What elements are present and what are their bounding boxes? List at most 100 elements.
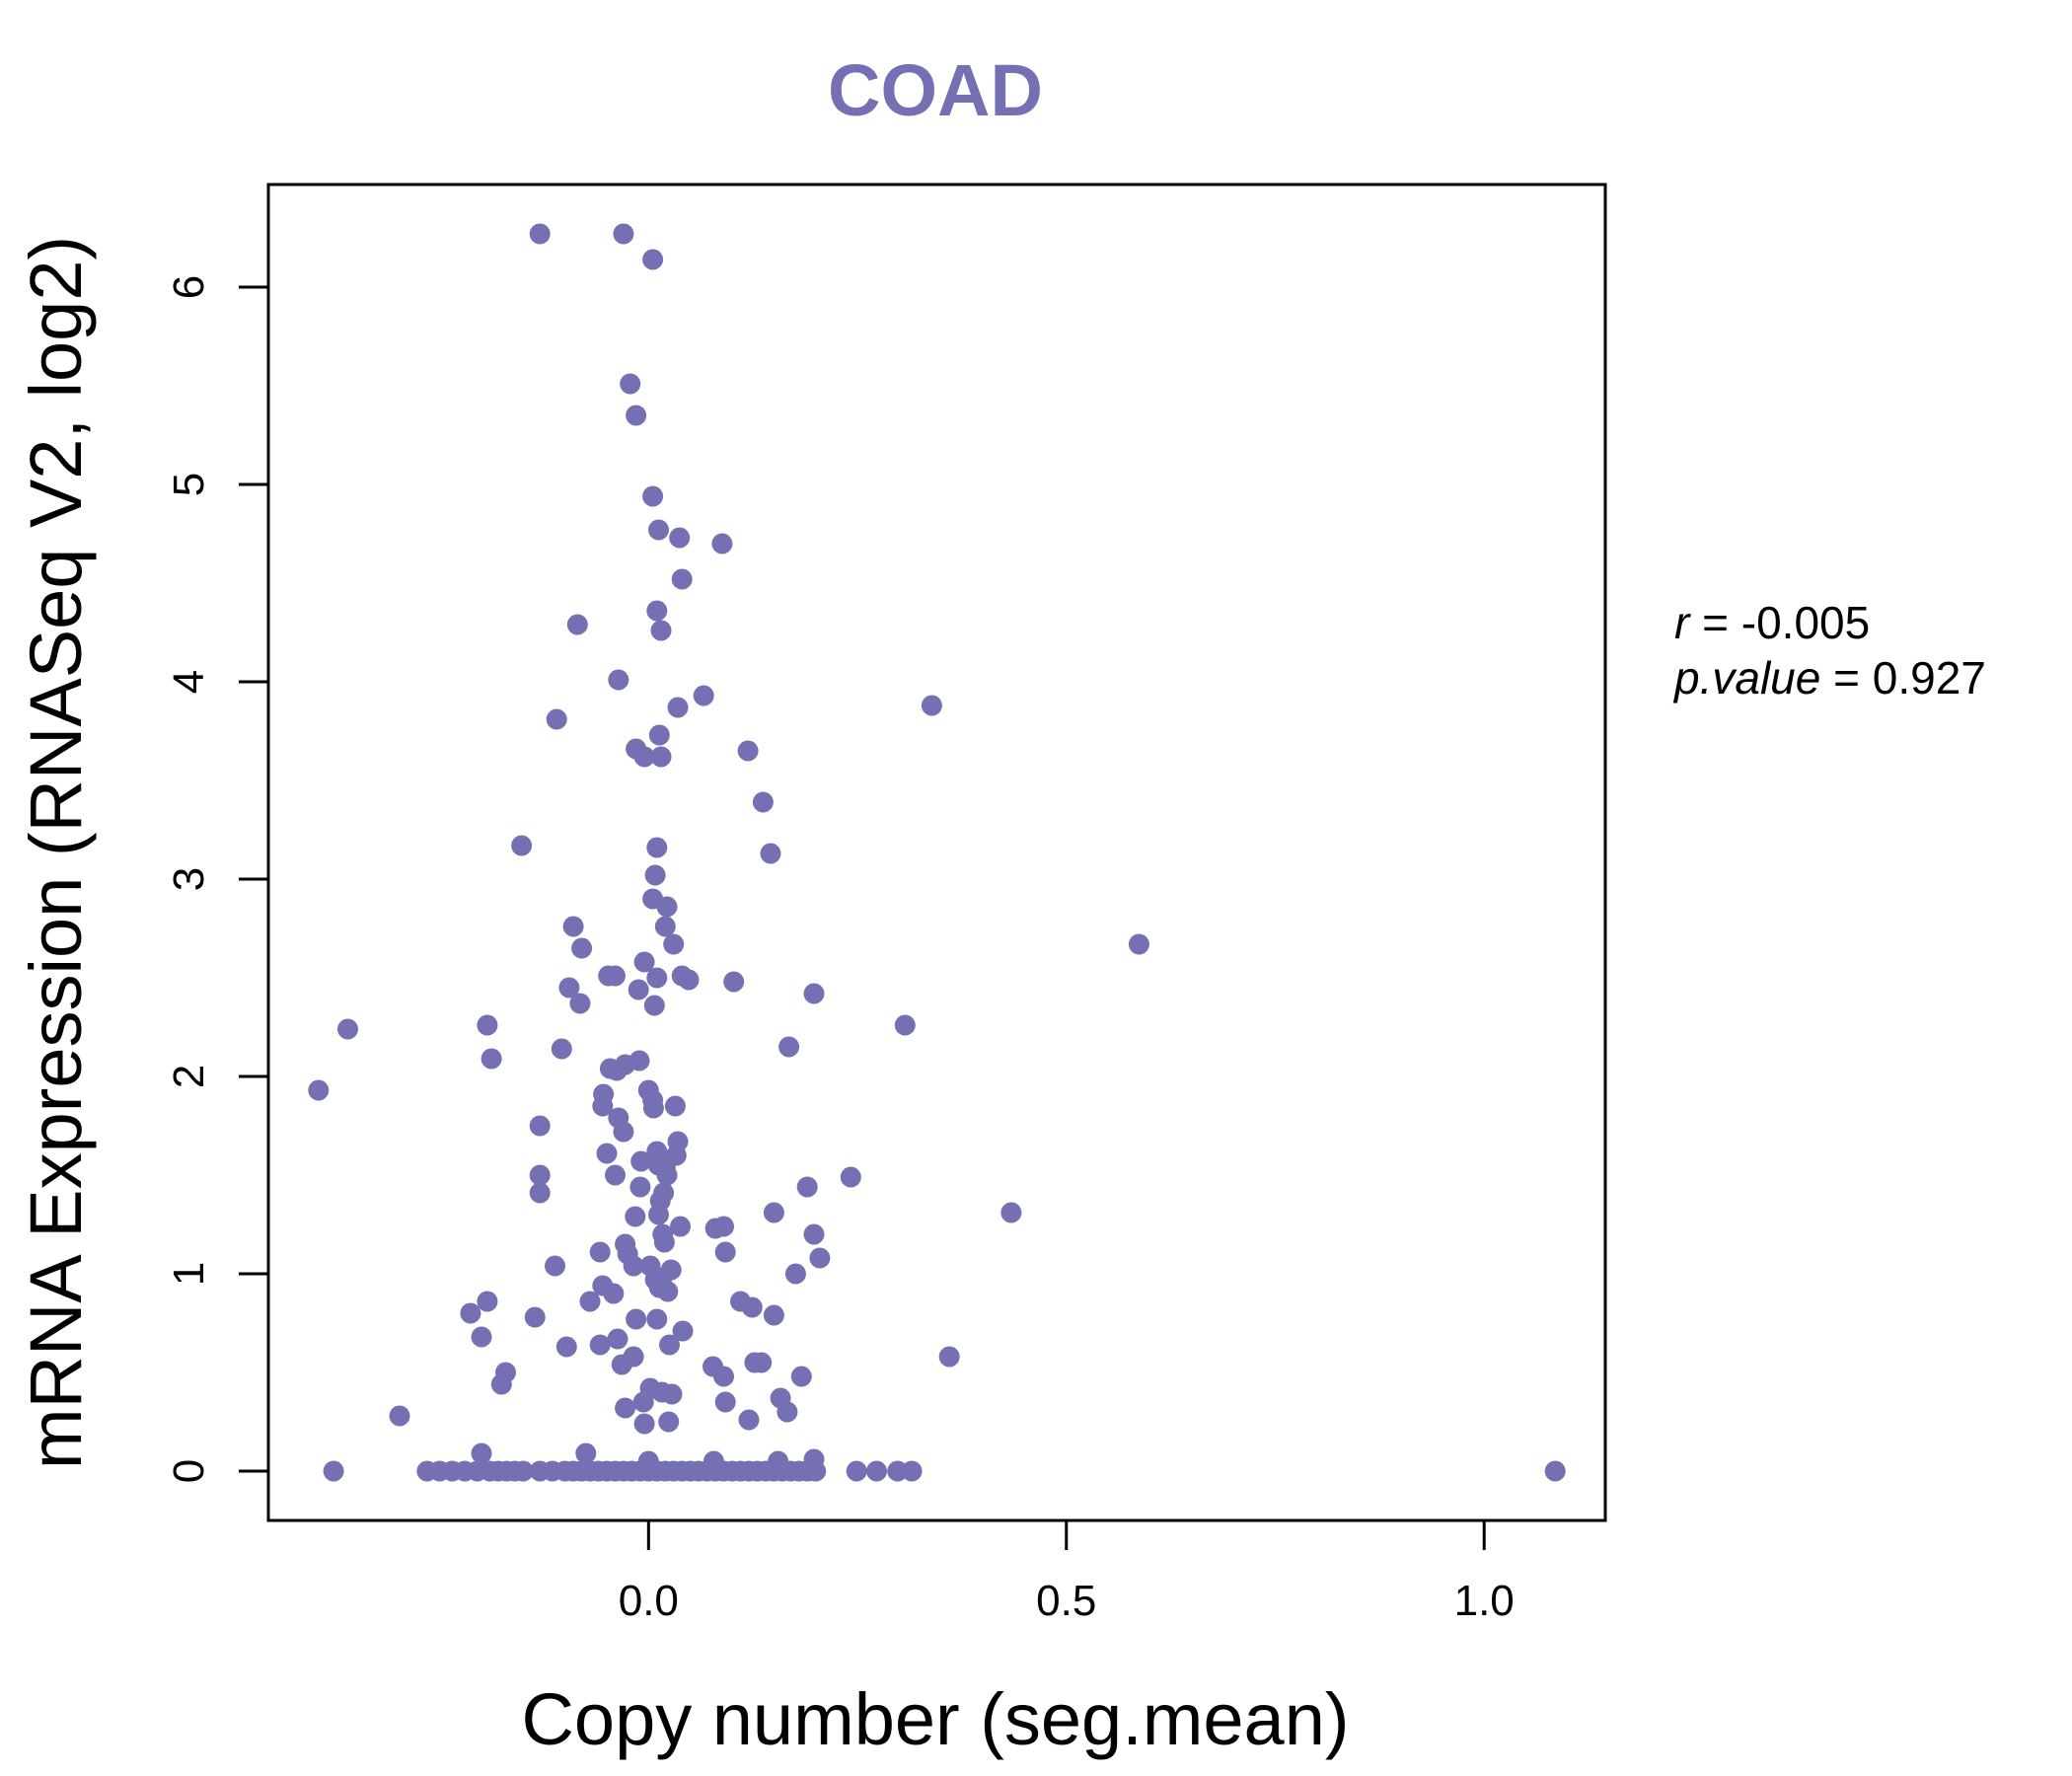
data-point xyxy=(846,1460,867,1482)
data-point xyxy=(603,1283,625,1304)
data-point xyxy=(529,223,551,245)
data-point xyxy=(784,1263,806,1285)
data-point xyxy=(741,1296,763,1318)
data-point xyxy=(642,485,664,507)
data-point xyxy=(648,519,669,541)
y-tick-label: 2 xyxy=(165,1065,213,1088)
data-point xyxy=(490,1373,512,1395)
data-point xyxy=(656,1164,678,1186)
data-point xyxy=(778,1036,800,1058)
data-point xyxy=(901,1460,923,1482)
r-equals: = xyxy=(1689,597,1740,648)
data-point xyxy=(599,1058,621,1079)
data-point xyxy=(628,979,649,1000)
data-point xyxy=(723,971,745,993)
data-point xyxy=(389,1405,410,1427)
data-point xyxy=(790,1366,812,1387)
r-value: -0.005 xyxy=(1741,597,1870,648)
r-symbol: r xyxy=(1674,597,1691,648)
x-tick-label: 0.0 xyxy=(619,1577,679,1625)
data-point xyxy=(646,837,668,858)
data-point xyxy=(657,1281,679,1302)
data-point xyxy=(894,1014,916,1036)
data-point xyxy=(524,1306,546,1328)
data-point xyxy=(613,223,634,245)
data-point xyxy=(605,1164,626,1186)
data-point xyxy=(481,1048,502,1070)
data-point xyxy=(714,1241,736,1263)
data-point xyxy=(615,1397,636,1419)
x-tick-label: 1.0 xyxy=(1454,1577,1515,1625)
data-point xyxy=(569,993,591,1014)
data-point xyxy=(558,977,580,999)
y-axis-label: mRNA Expression (RNASeq V2, log2) xyxy=(15,236,97,1469)
data-point xyxy=(625,1206,646,1227)
data-point xyxy=(512,1460,534,1482)
data-point xyxy=(643,995,665,1016)
data-point xyxy=(511,835,533,856)
data-point xyxy=(938,1346,960,1368)
data-point xyxy=(659,1334,680,1356)
data-point xyxy=(460,1302,481,1324)
data-point xyxy=(763,1304,784,1326)
y-tick-label: 3 xyxy=(165,867,213,891)
p-equals: = xyxy=(1820,652,1872,703)
data-point xyxy=(650,746,672,768)
data-point xyxy=(644,864,666,886)
data-point xyxy=(656,896,678,918)
x-axis: 0.0 0.5 1.0 xyxy=(619,1518,1515,1625)
data-point xyxy=(633,1413,655,1435)
data-point xyxy=(713,1216,734,1237)
p-value-statistic: p.value = 0.927 xyxy=(1672,652,1986,703)
data-point xyxy=(529,1115,551,1137)
data-point xyxy=(642,249,664,270)
data-point xyxy=(1000,1202,1022,1223)
data-point xyxy=(663,933,685,955)
data-point xyxy=(803,983,825,1004)
data-point xyxy=(566,614,588,635)
data-point xyxy=(1544,1460,1566,1482)
data-point xyxy=(796,1176,818,1198)
data-point xyxy=(477,1291,498,1312)
data-point xyxy=(529,1182,551,1204)
data-point xyxy=(664,1095,686,1117)
data-point xyxy=(646,967,668,989)
data-point xyxy=(598,965,620,987)
data-point xyxy=(921,695,942,716)
data-point xyxy=(669,527,691,549)
data-point xyxy=(632,1391,654,1413)
data-point xyxy=(323,1460,344,1482)
data-point xyxy=(887,1460,909,1482)
data-point xyxy=(738,1409,760,1431)
data-point xyxy=(661,1383,683,1405)
data-point xyxy=(630,1150,652,1172)
data-point xyxy=(626,405,647,426)
y-tick-label: 5 xyxy=(165,473,213,496)
data-point xyxy=(633,746,655,768)
data-point xyxy=(579,1291,601,1312)
data-point xyxy=(545,1255,565,1277)
data-point xyxy=(809,1247,831,1269)
data-point xyxy=(840,1166,861,1188)
data-point xyxy=(529,1164,551,1186)
data-point xyxy=(760,843,781,864)
data-point xyxy=(693,685,714,706)
data-point xyxy=(575,1443,597,1464)
y-axis: 0 1 2 3 4 5 6 xyxy=(165,275,270,1483)
data-point xyxy=(672,1320,694,1342)
data-point xyxy=(562,916,584,937)
data-point xyxy=(477,1014,498,1036)
data-point xyxy=(633,951,655,973)
data-point xyxy=(308,1079,330,1101)
data-point xyxy=(678,969,700,991)
data-point xyxy=(642,1097,664,1119)
data-point xyxy=(646,1308,668,1330)
data-point xyxy=(711,533,733,555)
data-point xyxy=(611,1354,632,1375)
data-point xyxy=(626,1308,647,1330)
data-point xyxy=(650,620,672,641)
data-point xyxy=(471,1443,492,1464)
data-point xyxy=(551,1038,572,1060)
correlation-annotation: r = -0.005 p.value = 0.927 xyxy=(1672,597,1986,703)
data-point xyxy=(608,669,629,691)
